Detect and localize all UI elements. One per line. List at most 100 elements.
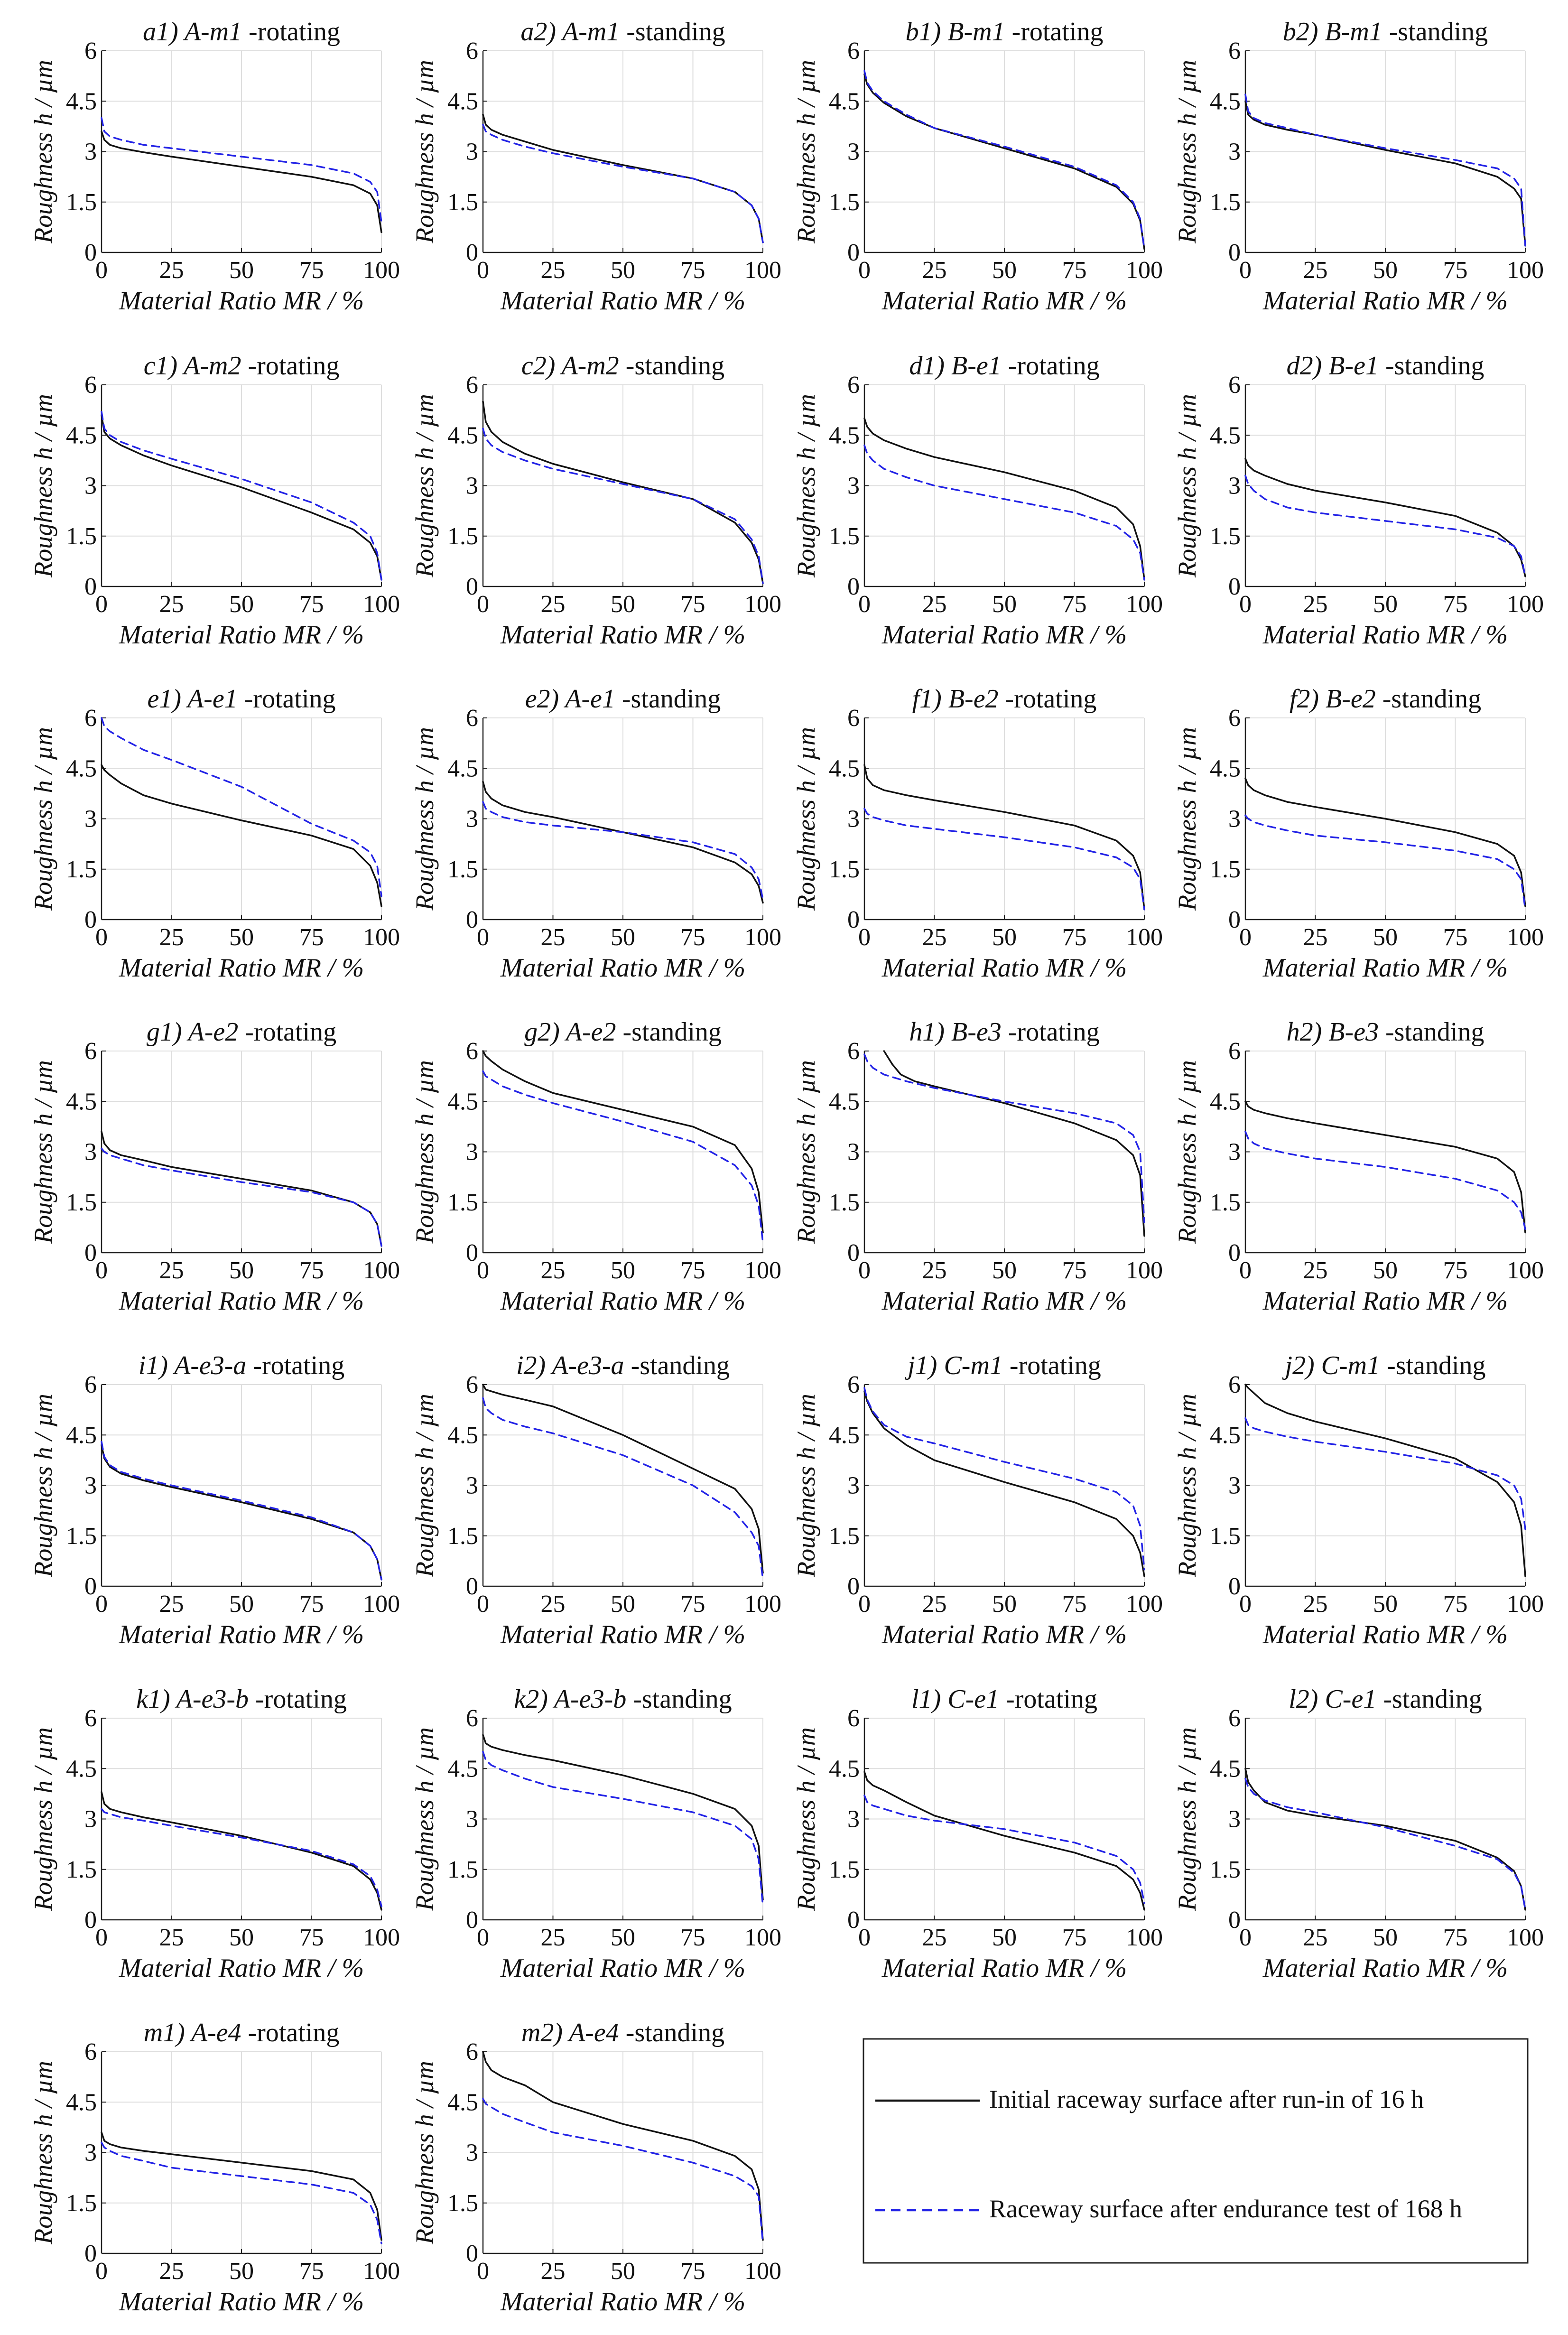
x-tick-label: 100 [1126, 1591, 1163, 1618]
x-tick-label: 75 [1443, 257, 1468, 284]
x-tick-label: 75 [681, 1257, 705, 1284]
x-tick-label: 50 [229, 1924, 254, 1951]
y-tick-label: 4.5 [66, 1088, 97, 1115]
subplot-title-condition: -standing [1383, 1684, 1482, 1714]
subplot-title: k2) A-e3-b -standing [514, 1684, 732, 1714]
y-axis-label: Roughness h / µm [1173, 394, 1201, 578]
y-tick-label: 0 [847, 1573, 860, 1600]
y-tick-label: 4.5 [1210, 1755, 1241, 1782]
subplot-title-id: e1) A-e1 [147, 684, 244, 714]
x-tick-label: 25 [541, 591, 566, 618]
x-tick-label: 100 [363, 1257, 400, 1284]
subplot-h2: 0 25 50 75 100 0 1.5 3 4.5 6 h2) B-e3 -standing Mat… [1173, 1017, 1544, 1316]
subplot-title-condition: -rotating [1010, 1351, 1101, 1380]
x-tick-label: 100 [1126, 1924, 1163, 1951]
subplot-title-id: a1) A-m1 [143, 17, 249, 47]
subplot-title-id: b1) B-m1 [906, 17, 1012, 47]
x-axis-label: Material Ratio MR / % [1262, 1286, 1508, 1316]
subplot-b2: 0 25 50 75 100 0 1.5 3 4.5 6 b2) B-m1 -standing Mat… [1173, 17, 1544, 316]
x-tick-label: 25 [159, 924, 184, 951]
y-tick-label: 6 [1228, 705, 1241, 732]
endurance-series-line [482, 1397, 764, 1581]
initial-series-line [1244, 1768, 1526, 1911]
x-tick-label: 100 [744, 1591, 781, 1618]
x-tick-label: 75 [1443, 1591, 1468, 1618]
initial-series-line [1244, 100, 1526, 247]
y-axis-label: Roughness h / µm [410, 1394, 439, 1578]
subplot-j2: 0 25 50 75 100 0 1.5 3 4.5 6 j2) C-m1 -standing Mat… [1173, 1351, 1544, 1649]
subplot-title: a1) A-m1 -rotating [143, 17, 340, 47]
y-tick-label: 0 [1228, 1573, 1241, 1600]
y-tick-label: 4.5 [66, 2089, 97, 2116]
endurance-series-line [863, 1387, 1145, 1571]
subplot-a2: 0 25 50 75 100 0 1.5 3 4.5 6 a2) A-m1 -standing Mat… [410, 17, 781, 316]
x-tick-label: 100 [363, 2258, 400, 2285]
x-tick-label: 75 [1443, 591, 1468, 618]
y-axis-label: Roughness h / µm [792, 1394, 820, 1578]
x-tick-label: 100 [744, 257, 781, 284]
subplot-title-condition: -standing [633, 1684, 732, 1714]
x-axis-label: Material Ratio MR / % [1262, 286, 1508, 316]
subplot-e1: 0 25 50 75 100 0 1.5 3 4.5 6 e1) A-e1 -rotating Mat… [29, 684, 400, 983]
subplot-title: f2) B-e2 -standing [1290, 684, 1481, 714]
subplot-title: f1) B-e2 -rotating [912, 684, 1097, 714]
x-tick-label: 50 [992, 924, 1017, 951]
x-tick-label: 0 [1239, 257, 1252, 284]
y-tick-label: 6 [1228, 372, 1241, 399]
subplot-title-id: j1) C-m1 [905, 1351, 1010, 1380]
endurance-series-line [101, 717, 382, 897]
endurance-series-line [101, 1147, 382, 1247]
y-tick-label: 0 [84, 573, 97, 600]
x-tick-label: 0 [477, 1257, 489, 1284]
x-tick-label: 25 [159, 591, 184, 618]
x-tick-label: 0 [95, 924, 108, 951]
y-tick-label: 6 [1228, 1705, 1241, 1732]
y-tick-label: 1.5 [447, 2190, 478, 2217]
y-tick-label: 6 [84, 1705, 97, 1732]
y-tick-label: 3 [466, 473, 478, 500]
y-tick-label: 3 [466, 1806, 478, 1833]
subplot-l2: 0 25 50 75 100 0 1.5 3 4.5 6 l2) C-e1 -standing Mat… [1173, 1684, 1544, 1983]
y-tick-label: 4.5 [829, 1088, 860, 1115]
x-tick-label: 25 [922, 257, 947, 284]
subplot-g1: 0 25 50 75 100 0 1.5 3 4.5 6 g1) A-e2 -rotating Mat… [29, 1017, 400, 1316]
y-tick-label: 1.5 [447, 856, 478, 883]
endurance-series-line [101, 2141, 382, 2244]
x-axis-label: Material Ratio MR / % [1262, 620, 1508, 650]
y-tick-label: 4.5 [447, 2089, 478, 2116]
y-tick-label: 3 [1228, 1472, 1241, 1499]
y-tick-label: 3 [84, 139, 97, 166]
subplot-title: m2) A-e4 -standing [521, 2018, 724, 2047]
subplot-title-id: i2) A-e3-a [516, 1351, 631, 1380]
initial-series-line [883, 1050, 1145, 1237]
y-tick-label: 4.5 [829, 88, 860, 115]
subplot-title-id: j2) C-m1 [1282, 1351, 1387, 1380]
x-tick-label: 50 [992, 591, 1017, 618]
y-axis-label: Roughness h / µm [29, 1727, 57, 1911]
subplot-title-condition: -standing [1382, 684, 1481, 714]
endurance-series-line [863, 1053, 1145, 1224]
y-tick-label: 6 [1228, 1038, 1241, 1065]
y-tick-label: 1.5 [1210, 1189, 1241, 1216]
x-tick-label: 25 [541, 257, 566, 284]
y-tick-label: 4.5 [447, 1422, 478, 1449]
y-tick-label: 3 [847, 1139, 860, 1166]
x-tick-label: 25 [541, 2258, 566, 2285]
x-axis-label: Material Ratio MR / % [500, 286, 745, 316]
y-tick-label: 1.5 [1210, 856, 1241, 883]
x-tick-label: 25 [159, 1924, 184, 1951]
x-tick-label: 50 [611, 257, 635, 284]
x-tick-label: 50 [611, 1257, 635, 1284]
y-tick-label: 0 [1228, 573, 1241, 600]
x-tick-label: 0 [858, 1591, 871, 1618]
subplot-title-id: c2) A-m2 [521, 351, 626, 381]
x-axis-label: Material Ratio MR / % [119, 1286, 364, 1316]
x-tick-label: 75 [1062, 1591, 1087, 1618]
x-tick-label: 25 [1303, 1591, 1328, 1618]
y-tick-label: 1.5 [829, 1856, 860, 1883]
subplot-title-id: h2) B-e3 [1287, 1017, 1385, 1047]
x-tick-label: 25 [1303, 1924, 1328, 1951]
x-tick-label: 25 [541, 1257, 566, 1284]
y-tick-label: 3 [847, 806, 860, 833]
subplot-title-condition: -rotating [253, 1351, 344, 1380]
